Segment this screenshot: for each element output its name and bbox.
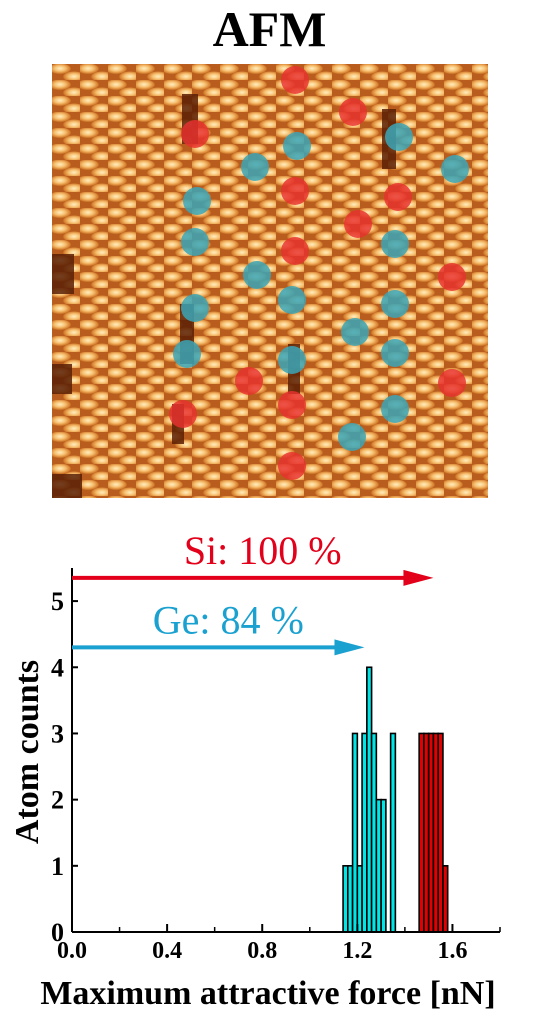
y-tick-label: 1 xyxy=(51,852,64,881)
x-tick-label: 0.4 xyxy=(152,938,182,964)
si-marker xyxy=(235,367,263,395)
ge-marker xyxy=(381,395,409,423)
ge-marker xyxy=(173,340,201,368)
y-tick-label: 2 xyxy=(51,786,64,815)
si-marker xyxy=(169,400,197,428)
x-tick-label: 0.8 xyxy=(247,938,277,964)
y-tick-label: 0 xyxy=(51,918,64,947)
ge-marker xyxy=(338,423,366,451)
histogram-bar xyxy=(389,732,397,933)
ge-marker xyxy=(183,187,211,215)
ge-marker xyxy=(278,346,306,374)
afm-topography-image xyxy=(52,64,488,498)
y-tick-label: 3 xyxy=(51,719,64,748)
si-marker xyxy=(181,120,209,148)
si-marker xyxy=(438,369,466,397)
annotations: Si: 100 % Ge: 84 % xyxy=(72,528,434,656)
x-tick-label: 1.6 xyxy=(437,938,467,964)
atom-markers xyxy=(169,66,469,480)
x-axis-label: Maximum attractive force [nN] xyxy=(40,975,495,1012)
y-tick-label: 5 xyxy=(51,587,64,616)
ge-marker xyxy=(341,318,369,346)
ge-annotation-label: Ge: 84 % xyxy=(153,597,304,642)
y-tick-label: 4 xyxy=(51,653,64,682)
histogram-bars xyxy=(342,666,449,933)
si-marker xyxy=(278,452,306,480)
ge-marker xyxy=(441,155,469,183)
ge-marker xyxy=(241,153,269,181)
x-tick-label: 1.2 xyxy=(342,938,372,964)
si-marker xyxy=(438,263,466,291)
si-marker xyxy=(281,177,309,205)
si-marker xyxy=(384,183,412,211)
ge-marker xyxy=(381,230,409,258)
figure-title: AFM xyxy=(212,1,327,57)
ge-marker xyxy=(181,228,209,256)
ge-marker xyxy=(181,294,209,322)
annotation-arrow-head xyxy=(403,569,434,586)
ge-marker xyxy=(243,261,271,289)
ge-marker xyxy=(381,339,409,367)
si-marker xyxy=(281,66,309,94)
afm-image-svg xyxy=(52,64,488,498)
si-marker xyxy=(344,210,372,238)
histogram-bar xyxy=(442,865,449,933)
si-marker xyxy=(278,391,306,419)
ge-marker xyxy=(385,123,413,151)
x-tick-label: 0.0 xyxy=(57,938,87,964)
ge-marker xyxy=(283,132,311,160)
histogram-bar xyxy=(380,798,387,933)
si-annotation-label: Si: 100 % xyxy=(184,528,342,573)
si-marker xyxy=(281,237,309,265)
ticks: 0 1 2 3 4 5 0.0 0.4 0.8 1.2 1.6 xyxy=(51,587,501,964)
y-axis-label: Atom counts xyxy=(9,660,46,844)
annotation-arrow-head xyxy=(334,639,365,656)
ge-marker xyxy=(381,290,409,318)
axes xyxy=(71,568,500,933)
ge-marker xyxy=(278,286,306,314)
atom-lattice xyxy=(52,64,488,498)
si-marker xyxy=(339,98,367,126)
